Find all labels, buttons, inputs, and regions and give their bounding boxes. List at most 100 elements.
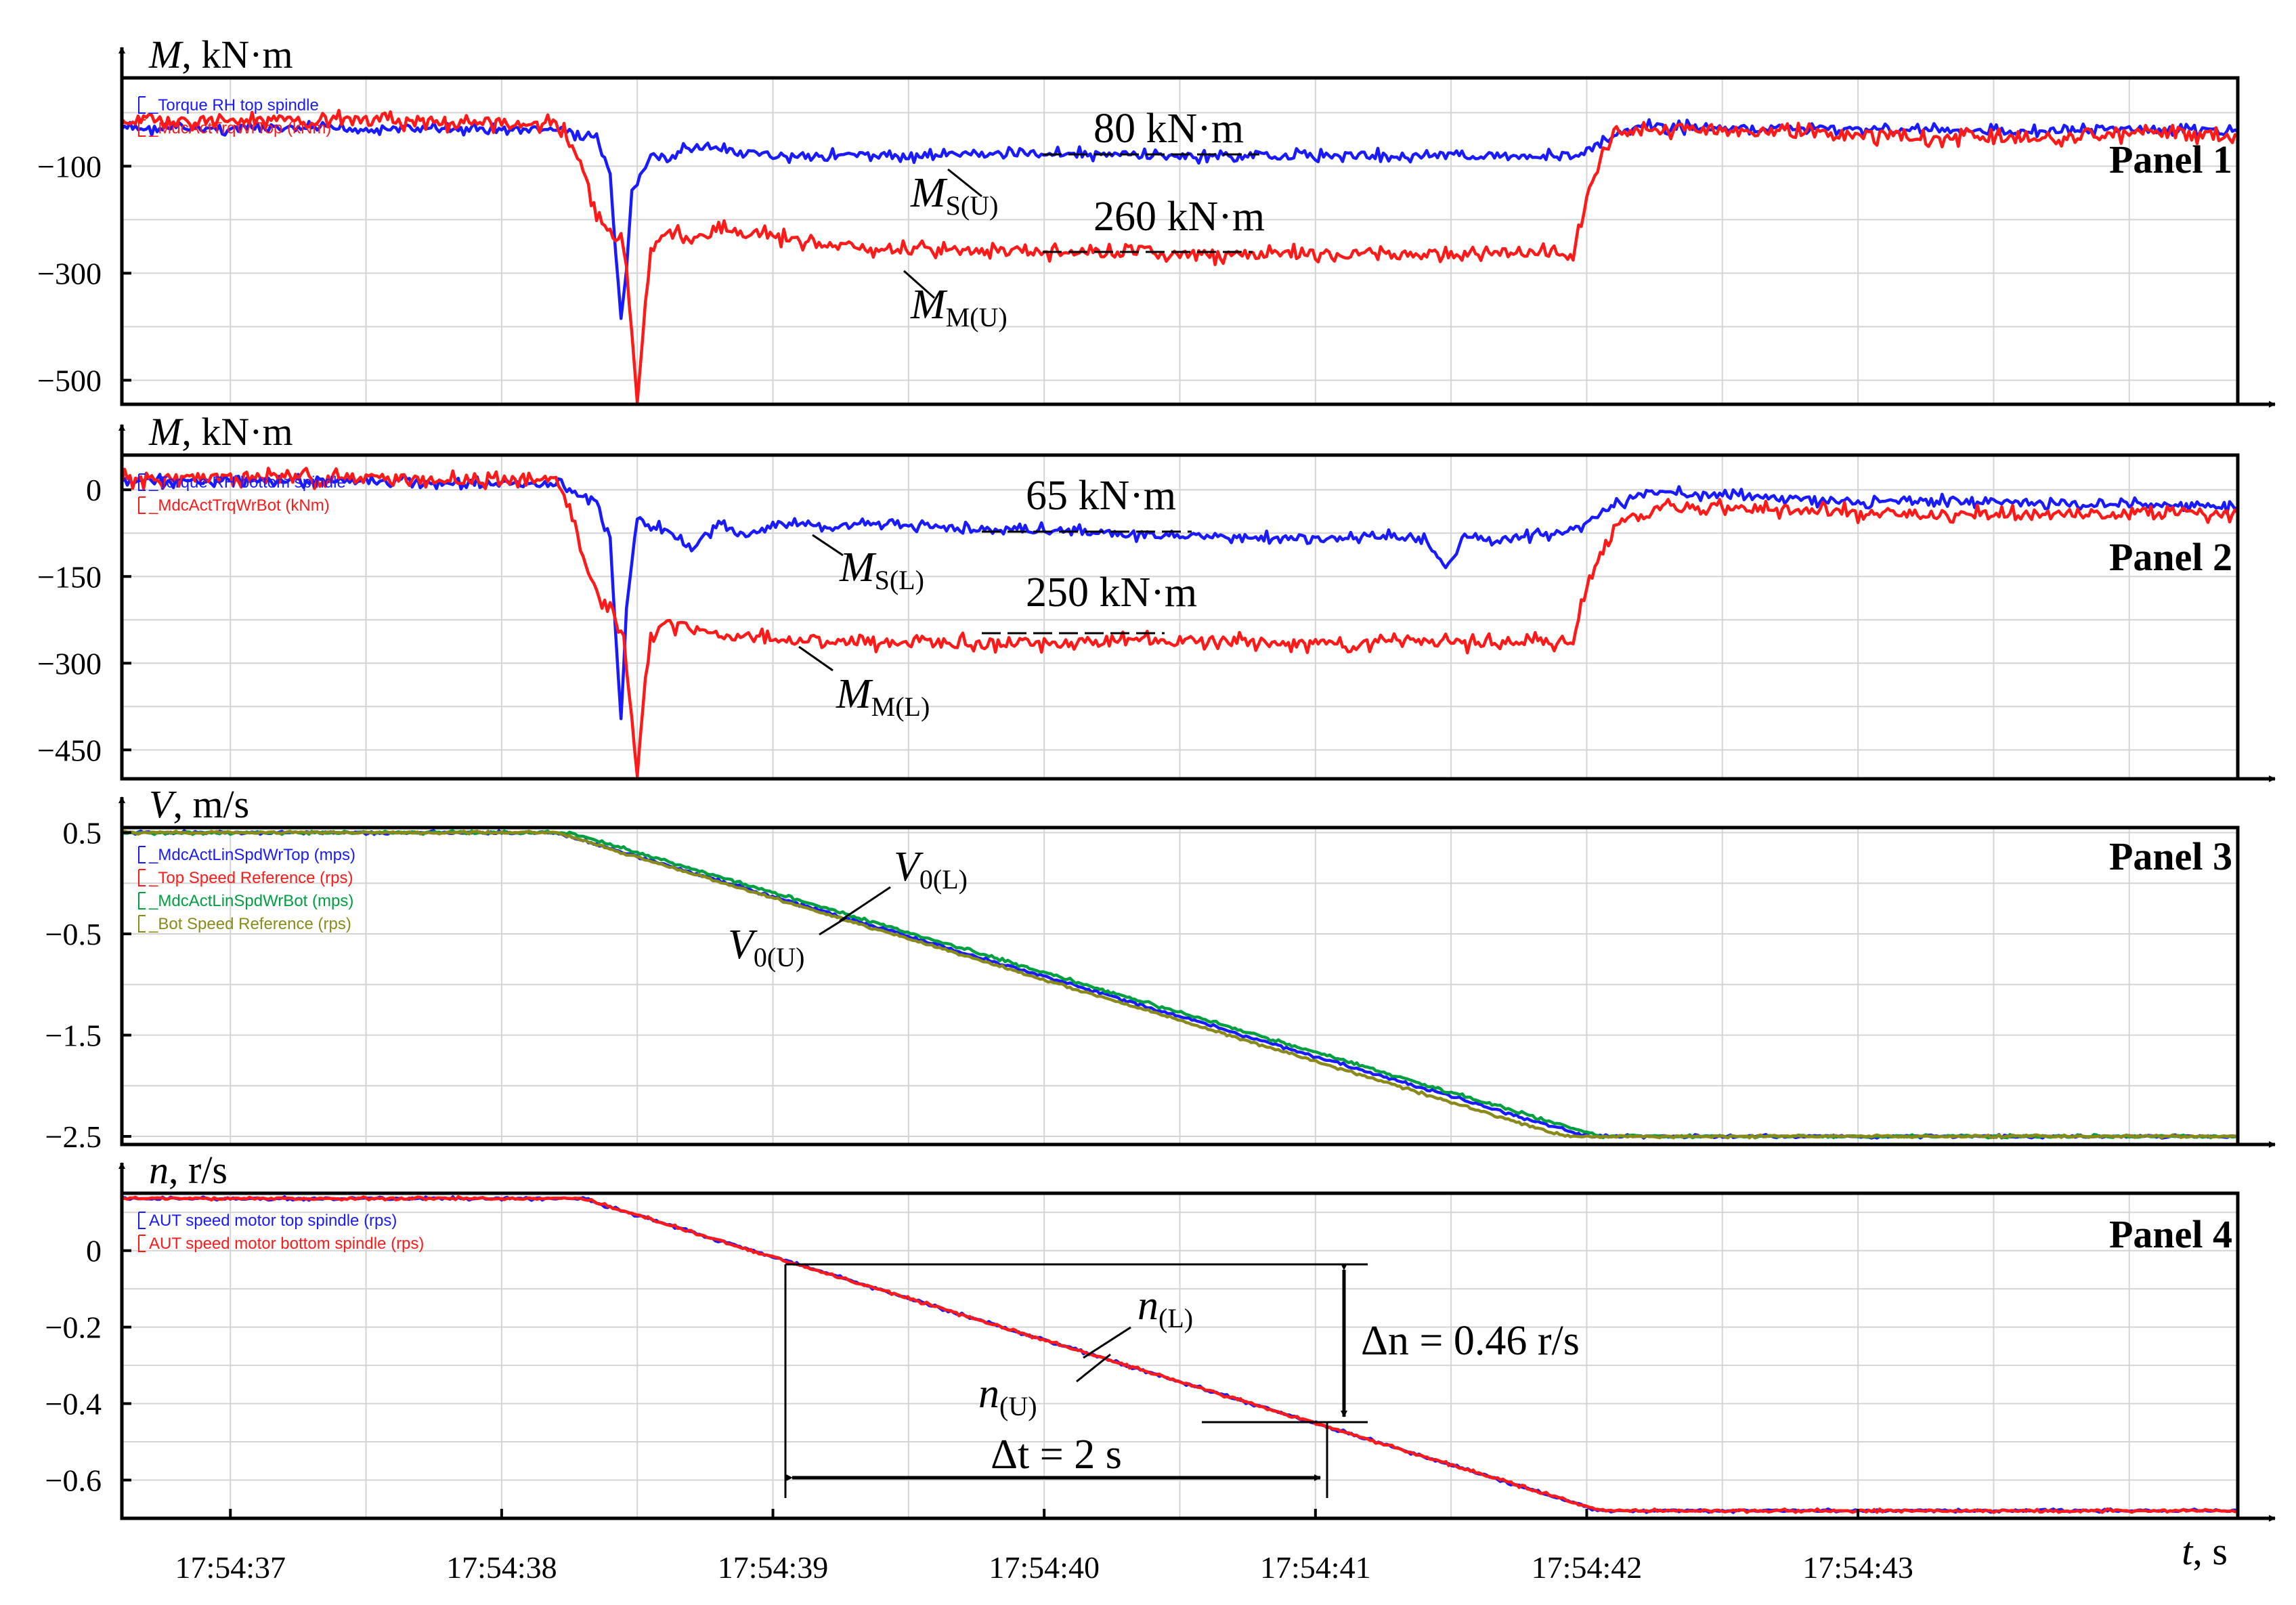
panel-frame: [120, 1191, 2240, 1520]
y-axis-variable: V: [149, 782, 177, 826]
y-axis-variable: n: [149, 1148, 169, 1192]
curve-label: n(U): [978, 1371, 1037, 1421]
y-tick-label: −0.4: [45, 1387, 102, 1421]
leader-line: [1076, 1353, 1111, 1383]
curve-label-subscript: M(L): [871, 691, 930, 722]
panel-label: Panel 3: [2109, 834, 2232, 878]
legend-bracket: [138, 869, 146, 886]
panel-label: Panel 1: [2109, 137, 2232, 181]
annotation-label: 80 kN·m: [1093, 106, 1244, 152]
curve-label-subscript: (L): [1158, 1303, 1193, 1333]
legend-bracket: [138, 96, 146, 114]
leader-line: [1083, 1326, 1131, 1359]
y-axis-unit: , m/s: [173, 782, 249, 826]
x-tick-label: 17:54:38: [446, 1550, 557, 1585]
curve-label-variable: M: [836, 671, 873, 717]
annotation-label: 260 kN·m: [1093, 194, 1265, 240]
curve-label: MS(U): [910, 170, 998, 221]
y-axis-title: V, m/s: [149, 782, 249, 826]
legend-bracket: [138, 915, 146, 933]
curve-label-variable: n: [1138, 1283, 1158, 1329]
y-axis-title: M, kN·m: [148, 33, 293, 77]
legend-entry: _MdcActLinSpdWrTop (mps): [148, 846, 355, 864]
y-axis-variable: M: [148, 410, 183, 454]
y-tick-label: −0.2: [45, 1310, 102, 1345]
curve-label-variable: V: [728, 922, 758, 968]
legend-entry: _Top Speed Reference (rps): [148, 869, 353, 887]
y-tick-label: 0: [86, 1234, 102, 1268]
x-tick-label: 17:54:42: [1532, 1550, 1643, 1585]
panel-label: Panel 4: [2109, 1212, 2232, 1256]
legend-bracket: [138, 119, 146, 137]
x-tick-label: 17:54:39: [718, 1550, 829, 1585]
curve-label-subscript: 0(L): [919, 864, 968, 895]
x-tick-label: 17:54:43: [1802, 1550, 1913, 1585]
legend-entry: AUT speed motor top spindle (rps): [149, 1212, 397, 1230]
y-tick-label: −300: [37, 256, 102, 291]
series-layer: [120, 108, 2239, 1514]
curve-label-variable: M: [910, 170, 948, 216]
x-tick-label: 17:54:41: [1260, 1550, 1371, 1585]
series-olive-line: [121, 830, 2238, 1140]
x-axis-variable: t: [2182, 1529, 2194, 1573]
curve-label: MM(U): [910, 282, 1008, 333]
legend-entry: _MdcActTrqWrBot (kNm): [148, 496, 330, 515]
y-tick-label: −0.5: [45, 917, 102, 951]
x-axis-title: t, s: [2182, 1529, 2228, 1573]
leader-line: [819, 916, 847, 936]
curve-label-variable: V: [894, 844, 924, 890]
legend-entry: _MdcActTrqWrTop (kNm): [148, 119, 331, 137]
curve-label-subscript: M(U): [946, 302, 1008, 333]
y-tick-label: −450: [37, 733, 102, 767]
y-tick-label: −0.6: [45, 1463, 102, 1498]
curve-label-variable: n: [978, 1371, 999, 1417]
series-red-line: [121, 108, 2239, 404]
annotation-label: Δt = 2 s: [991, 1432, 1122, 1478]
leader-line: [812, 534, 844, 557]
annotation-label: Δn = 0.46 r/s: [1361, 1318, 1580, 1364]
y-axis-unit: , kN·m: [181, 33, 293, 77]
y-tick-label: 0: [86, 473, 102, 507]
legend-entry: _Bot Speed Reference (rps): [148, 915, 351, 933]
y-axis-unit: , kN·m: [181, 410, 293, 454]
curve-label-subscript: S(U): [946, 190, 999, 221]
y-tick-label: −2.5: [45, 1119, 102, 1154]
series-blue-line: [121, 473, 2239, 721]
annotation-label: 250 kN·m: [1026, 570, 1197, 616]
y-axis-unit: , r/s: [169, 1148, 228, 1192]
curve-label-subscript: 0(U): [754, 942, 805, 972]
legend-entry: _MdcActLinSpdWrBot (mps): [148, 892, 353, 910]
curve-label-subscript: (U): [999, 1391, 1037, 1421]
y-tick-label: −300: [37, 646, 102, 681]
curve-label: V0(U): [728, 922, 804, 972]
curve-label-subscript: S(L): [875, 565, 924, 595]
grid-layer: [122, 78, 2238, 1518]
legend-bracket: [138, 496, 146, 514]
legend-entry: AUT speed motor bottom spindle (rps): [149, 1235, 424, 1253]
legend-entry: _Torque RH bottom spindle: [148, 473, 346, 492]
annotation-label: 65 kN·m: [1026, 473, 1176, 519]
curve-label: MS(L): [839, 544, 924, 595]
panel-frame: [120, 453, 2240, 781]
leader-line: [798, 645, 833, 672]
y-axis-variable: M: [148, 33, 183, 77]
leader-line: [903, 270, 935, 299]
y-tick-label: −500: [37, 363, 102, 398]
series-red-line: [120, 467, 2239, 778]
x-axis-unit: , s: [2192, 1529, 2228, 1573]
curve-label-variable: M: [839, 544, 877, 591]
panel-frame: [120, 76, 2240, 406]
panel-label: Panel 2: [2109, 535, 2232, 579]
frame-layer: [118, 47, 2276, 1522]
panel-frame: [120, 826, 2240, 1147]
y-tick-label: −150: [37, 559, 102, 594]
y-axis-title: M, kN·m: [148, 410, 293, 454]
curve-label: V0(L): [894, 844, 968, 895]
leader-line: [947, 168, 982, 198]
legend-bracket: [138, 1212, 146, 1229]
legend-bracket: [138, 846, 146, 863]
x-tick-label: 17:54:37: [175, 1550, 286, 1585]
leader-line: [839, 886, 891, 922]
